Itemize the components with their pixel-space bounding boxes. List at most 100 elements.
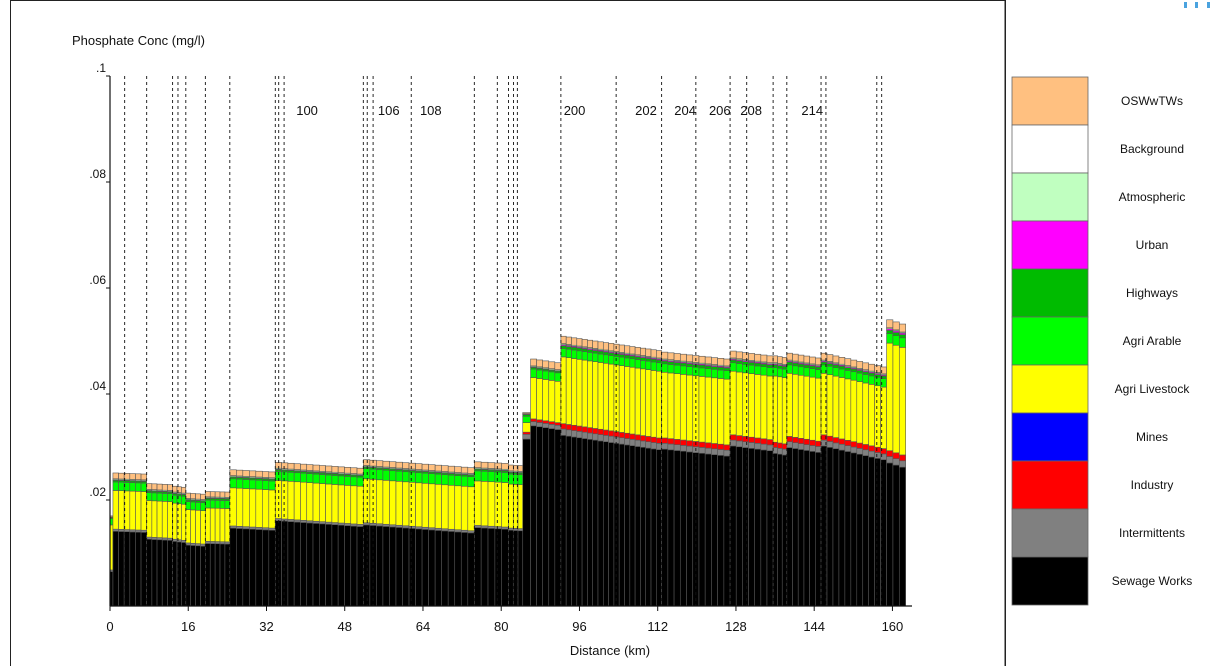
bar [629, 346, 636, 607]
bar-segment-osw [318, 465, 326, 472]
bar-segment-sewage [862, 455, 869, 607]
x-tick-label: 64 [416, 619, 430, 634]
bar-segment-livestock [868, 384, 875, 447]
bar-segment-arable [395, 470, 403, 482]
bar-segment-sewage [548, 428, 556, 607]
bar-segment-intermittent [415, 526, 423, 530]
bar-segment-osw [501, 463, 509, 470]
bar-segment-arable [312, 473, 320, 484]
bar [803, 355, 810, 607]
bar-segment-intermittent [634, 439, 641, 447]
bar [363, 459, 371, 607]
bar-segment-osw [140, 473, 147, 481]
bar-segment-arable [602, 354, 609, 364]
bar-segment-osw [766, 355, 774, 364]
bar [679, 353, 687, 607]
bar-segment-highways [815, 366, 822, 370]
bar-segment-livestock [395, 480, 403, 526]
bar-segment-intermittent [886, 456, 894, 464]
bar [402, 462, 410, 607]
bar-segment-highways [844, 367, 852, 371]
bar-segment-highways [850, 368, 858, 373]
bar-segment-highways [797, 363, 805, 368]
legend-label: Agri Livestock [1115, 382, 1191, 396]
bar-segment-livestock [181, 503, 187, 541]
bar-segment-sewage [454, 531, 462, 607]
bar-segment-arable [815, 369, 822, 379]
bar [862, 362, 869, 607]
bar-segment-industry [809, 439, 816, 446]
bar-segment-intermittent [711, 448, 718, 455]
bar-segment-highways [826, 363, 834, 367]
bar-segment-intermittent [560, 428, 567, 436]
bar-segment-intermittent [494, 526, 503, 530]
bar-segment-intermittent [156, 537, 163, 541]
bar-segment-intermittent [337, 522, 345, 526]
bar [408, 462, 416, 607]
bar-segment-livestock [408, 481, 416, 527]
bar-segment-sewage [474, 527, 482, 607]
bar-segment-osw [467, 467, 475, 474]
reach-label: 208 [740, 103, 762, 118]
bar-segment-livestock [754, 374, 762, 439]
bar-segment-industry [565, 424, 572, 431]
bar-segment-intermittent [395, 524, 403, 528]
bar-segment-sewage [686, 451, 694, 607]
bar-segment-osw [679, 353, 687, 362]
bar-segment-osw [815, 357, 822, 366]
bar-segment-livestock [190, 509, 196, 544]
bar-segment-livestock [480, 481, 489, 527]
bar-segment-livestock [760, 374, 768, 440]
bar-segment-industry [679, 439, 687, 446]
bar-segment-osw [673, 353, 681, 361]
bar-segment-osw [735, 351, 743, 360]
bar-segment-arable [772, 367, 778, 377]
bar [146, 483, 153, 607]
bar [711, 357, 718, 607]
bar-segment-sewage [786, 447, 793, 607]
bar-segment-sewage [344, 525, 352, 607]
bar [185, 492, 191, 607]
bar [640, 347, 647, 607]
bar-segment-osw [832, 355, 840, 364]
segment-17 [786, 352, 822, 607]
bar-segment-livestock [711, 377, 718, 444]
bar [723, 358, 731, 607]
bar-segment-livestock [597, 362, 604, 430]
bar-segment-sewage [723, 455, 731, 607]
bar-segment-livestock [195, 509, 201, 544]
bar-segment-osw [421, 463, 429, 471]
bar-segment-osw [781, 357, 788, 365]
bar-segment-intermittent [123, 529, 131, 532]
bar-segment-osw [856, 361, 864, 369]
bar-segment-intermittent [428, 527, 436, 531]
bar-segment-intermittent [185, 542, 191, 546]
bar-segment-sewage [826, 447, 834, 607]
bar-segment-intermittent [597, 434, 604, 442]
bar-segment-intermittent [542, 423, 550, 428]
bar-segment-industry [554, 422, 562, 426]
bar-segment-sewage [760, 449, 768, 607]
bar-segment-intermittent [803, 444, 810, 451]
bar-segment-livestock [200, 510, 206, 545]
bar-segment-livestock [826, 374, 834, 437]
bar-segment-livestock [862, 382, 869, 445]
bar-segment-sewage [395, 527, 403, 607]
bar-segment-intermittent [797, 443, 805, 450]
legend-swatch [1011, 172, 1089, 222]
bar-segment-industry [618, 432, 625, 439]
reach-label: 106 [378, 103, 400, 118]
bar [608, 343, 615, 607]
bar-segment-livestock [781, 377, 788, 445]
y-tick-label: .1 [96, 61, 106, 75]
bar [717, 358, 725, 607]
bar-segment-highways [898, 334, 906, 339]
bar-segment-sewage [129, 531, 136, 607]
bar-segment-highways [874, 374, 881, 378]
bar-segment-highways [803, 364, 810, 369]
bar-segment-sewage [597, 440, 604, 607]
bar-segment-osw [161, 484, 168, 491]
bar-segment-arable [587, 352, 593, 362]
reach-label: 108 [420, 103, 442, 118]
